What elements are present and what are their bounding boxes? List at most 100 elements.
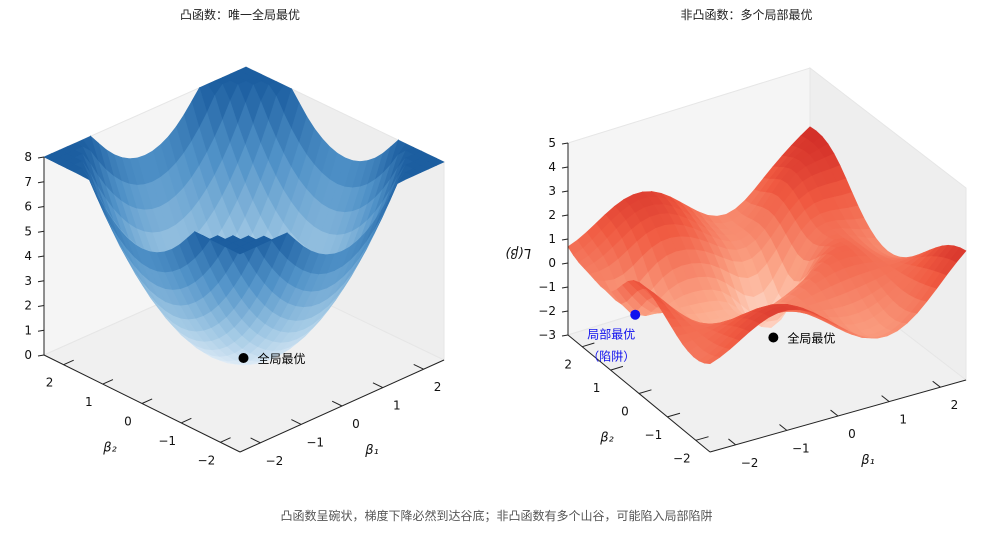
beta1-tick-label: 1 (393, 399, 401, 413)
beta2-tick (220, 437, 231, 443)
surface (567, 126, 967, 365)
beta2-tick (667, 412, 681, 418)
z-tick (37, 305, 45, 307)
nonconvex-surface-plot: −3 −2 −1 0 1 2 3 4 5 −2 −1 0 1 2 β₂ −2 −1 0 1 2 β₁ L(β) 局部最优 （陷… (505, 66, 968, 470)
z-tick (561, 238, 569, 241)
beta2-tick (102, 379, 114, 385)
z-tick-label: −3 (538, 328, 556, 342)
z-tick (561, 166, 569, 169)
z-tick-label: 7 (24, 175, 32, 189)
beta2-tick (610, 365, 624, 371)
z-tick (561, 334, 569, 337)
beta2-tick (141, 398, 153, 404)
z-tick (37, 329, 45, 332)
z-tick-label: 5 (548, 136, 556, 150)
beta2-axis-label: β₂ (599, 431, 614, 446)
optimum-marker (630, 309, 641, 320)
global-optimum-label: 全局最优 (258, 351, 306, 366)
z-tick-label: 2 (548, 208, 556, 222)
surface-patch (231, 246, 249, 255)
z-tick-label: 6 (24, 200, 32, 214)
beta2-tick-label: 0 (124, 415, 132, 429)
z-tick-label: 5 (24, 224, 32, 238)
beta1-tick-label: 0 (352, 417, 360, 431)
beta1-tick-label: 0 (848, 427, 856, 441)
z-axis-label: L(β) (505, 245, 531, 260)
beta1-tick (250, 437, 261, 444)
nonconvex-title: 非凸函数：多个局部最优 (680, 8, 813, 22)
beta1-tick (291, 419, 302, 425)
nonconvex-panel: 非凸函数：多个局部最优 −3 −2 −1 0 1 2 3 4 5 −2 −1 0 1 2 β₂ −2 −1 0 1 2… (500, 0, 993, 500)
beta1-tick (830, 409, 839, 417)
z-tick (561, 310, 569, 313)
beta2-tick-label: 1 (593, 381, 601, 395)
beta2-tick-label: −1 (158, 434, 176, 448)
z-tick (37, 156, 45, 159)
z-tick-label: 2 (24, 299, 32, 313)
z-tick (561, 286, 569, 289)
surface (43, 66, 445, 366)
z-tick-label: 4 (548, 160, 556, 174)
optimum-marker (768, 332, 779, 343)
beta1-tick-label: −2 (741, 456, 759, 470)
beta2-tick-label: 1 (85, 395, 93, 409)
beta1-tick-label: −1 (792, 441, 810, 455)
z-tick (561, 142, 569, 145)
beta2-tick (582, 342, 595, 348)
z-tick-label: 4 (24, 249, 32, 263)
z-tick-label: 8 (24, 150, 32, 164)
z-tick (561, 214, 569, 217)
beta2-tick-label: 2 (46, 376, 54, 390)
z-tick-label: 1 (548, 232, 556, 246)
z-tick-label: 0 (548, 256, 556, 270)
z-tick (37, 280, 45, 283)
beta1-tick (413, 363, 424, 370)
z-tick (37, 206, 45, 208)
beta2-axis-label: β₂ (102, 441, 117, 456)
beta1-tick (881, 395, 890, 402)
beta1-tick-label: 2 (434, 380, 442, 394)
beta1-tick (372, 382, 384, 389)
convex-panel: 凸函数：唯一全局最优 0 1 2 3 4 5 6 7 8 −2 −1 0 1 2 β₂ −2 −1 0 1 2 β₁ 全局… (0, 0, 480, 500)
beta1-tick (728, 438, 736, 446)
figure-caption: 凸函数呈碗状，梯度下降必然到达谷底；非凸函数有多个山谷，可能陷入局部陷阱 (280, 509, 713, 523)
z-tick-label: 3 (548, 184, 556, 198)
beta1-tick (932, 380, 941, 388)
z-tick (37, 230, 45, 233)
annotations: 全局最优 (238, 351, 306, 366)
beta1-axis-label: β₁ (860, 453, 875, 468)
z-tick (37, 181, 45, 184)
beta2-tick-label: −1 (645, 428, 663, 442)
local-optimum-sublabel: （陷阱） (587, 349, 635, 364)
beta1-tick (779, 424, 788, 431)
z-tick-label: 1 (24, 323, 32, 337)
z-tick (37, 255, 45, 258)
beta1-tick-label: −1 (306, 435, 324, 449)
annotations: 局部最优 （陷阱） 全局最优 (587, 309, 835, 364)
local-optimum-label: 局部最优 (587, 327, 635, 342)
z-tick-label: 0 (24, 348, 32, 362)
beta2-tick-label: −2 (673, 451, 691, 465)
convex-title: 凸函数：唯一全局最优 (179, 8, 300, 22)
beta1-tick-label: −2 (266, 454, 284, 468)
beta1-axis-label: β₁ (364, 443, 379, 458)
z-tick (561, 262, 569, 265)
optimum-marker (238, 353, 249, 363)
z-tick-label: −2 (538, 304, 556, 318)
beta2-tick (180, 417, 192, 424)
axis-lines: 0 1 2 3 4 5 6 7 8 −2 −1 0 1 2 β₂ −2 −1 0 1 2 β₁ (24, 150, 445, 468)
z-tick (37, 354, 45, 357)
beta2-tick-label: 2 (564, 358, 572, 372)
beta1-tick (331, 400, 343, 407)
surface-patch (703, 356, 721, 365)
beta2-tick (695, 436, 709, 441)
z-tick-label: 3 (24, 274, 32, 288)
beta1-tick-label: 2 (951, 398, 959, 412)
beta2-tick (63, 359, 74, 366)
z-tick (561, 190, 569, 193)
convex-surface-plot: 0 1 2 3 4 5 6 7 8 −2 −1 0 1 2 β₂ −2 −1 0 1 2 β₁ 全局最优 (24, 66, 446, 468)
beta2-tick-label: 0 (621, 405, 629, 419)
z-tick-label: −1 (538, 280, 556, 294)
beta2-tick-label: −2 (198, 453, 216, 467)
